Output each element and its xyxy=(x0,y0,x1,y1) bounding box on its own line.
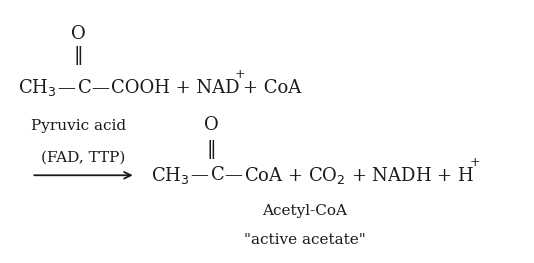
Text: Acetyl-CoA: Acetyl-CoA xyxy=(262,204,347,218)
Text: —: — xyxy=(224,166,242,184)
Text: O: O xyxy=(203,116,218,134)
Text: C: C xyxy=(211,166,225,184)
Text: —: — xyxy=(91,79,109,97)
Text: "active acetate": "active acetate" xyxy=(244,233,366,247)
Text: —: — xyxy=(190,166,208,184)
Text: ‖: ‖ xyxy=(206,140,216,159)
Text: +: + xyxy=(234,68,245,81)
Text: Pyruvic acid: Pyruvic acid xyxy=(32,119,127,133)
Text: O: O xyxy=(71,25,85,43)
Text: + CoA: + CoA xyxy=(244,79,302,97)
Text: +: + xyxy=(470,156,481,169)
Text: COOH + NAD: COOH + NAD xyxy=(111,79,240,97)
Text: —: — xyxy=(58,79,75,97)
Text: CH$_3$: CH$_3$ xyxy=(18,77,57,98)
Text: C: C xyxy=(78,79,92,97)
Text: (FAD, TTP): (FAD, TTP) xyxy=(41,150,125,164)
Text: CoA + CO$_2$ + NADH + H: CoA + CO$_2$ + NADH + H xyxy=(244,165,474,186)
Text: CH$_3$: CH$_3$ xyxy=(151,165,190,186)
Text: ‖: ‖ xyxy=(74,46,83,65)
